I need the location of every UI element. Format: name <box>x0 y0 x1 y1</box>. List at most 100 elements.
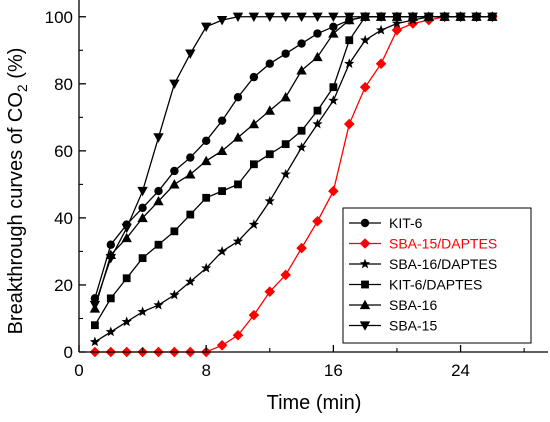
triangle-down-marker <box>359 321 371 331</box>
circle-marker <box>265 59 274 68</box>
triangle-down-marker <box>439 12 450 22</box>
star-marker <box>248 219 260 229</box>
triangle-down-marker <box>232 12 244 22</box>
x-tick-label: 24 <box>451 361 470 380</box>
legend-box <box>342 207 532 344</box>
star-marker <box>391 18 403 28</box>
triangle-down-marker <box>407 12 419 22</box>
y-axis-title-main: Breakthrough curves of CO <box>5 92 27 334</box>
star-marker <box>89 336 101 347</box>
triangle-down-marker <box>312 12 323 22</box>
circle-marker <box>138 203 147 213</box>
square-marker <box>90 321 99 330</box>
square-marker <box>218 187 226 195</box>
square-marker <box>249 160 258 169</box>
square-marker <box>138 254 147 263</box>
diamond-marker <box>359 238 371 249</box>
triangle-down-marker <box>89 300 101 311</box>
square-marker <box>361 280 369 289</box>
x-tick-label: 16 <box>324 361 343 380</box>
circle-marker <box>217 116 227 125</box>
triangle-down-marker <box>344 12 355 22</box>
triangle-up-marker <box>121 232 132 243</box>
y-tick-label: 40 <box>54 209 73 228</box>
diamond-marker <box>248 309 260 321</box>
circle-marker <box>186 153 195 162</box>
legend-entry: SBA-15/DAPTES <box>349 236 497 252</box>
diamond-marker <box>232 329 244 341</box>
circle-marker <box>360 218 370 228</box>
diamond-marker <box>375 58 387 69</box>
legend-label: KIT-6/DAPTES <box>389 277 482 293</box>
triangle-up-marker <box>296 65 307 75</box>
triangle-down-marker <box>200 22 212 33</box>
triangle-down-marker <box>280 12 291 22</box>
triangle-up-marker <box>359 299 371 310</box>
star-marker <box>169 289 180 300</box>
triangle-down-marker <box>359 12 371 22</box>
square-marker <box>106 294 115 303</box>
triangle-up-marker <box>328 28 339 38</box>
diamond-marker <box>391 24 403 36</box>
diamond-marker <box>280 269 291 281</box>
square-marker <box>313 106 322 115</box>
diamond-marker <box>359 81 371 93</box>
triangle-up-marker <box>248 118 260 129</box>
square-marker <box>170 227 179 236</box>
legend-entry: SBA-16/DAPTES <box>349 256 497 272</box>
diamond-marker <box>264 286 276 297</box>
star-marker <box>153 299 164 310</box>
y-tick-label: 80 <box>54 75 73 94</box>
triangle-up-marker <box>185 169 196 179</box>
triangle-down-marker <box>296 12 307 22</box>
circle-marker <box>154 186 163 196</box>
square-marker <box>281 140 290 149</box>
triangle-up-marker <box>232 132 244 142</box>
triangle-down-marker <box>153 133 164 143</box>
triangle-down-marker <box>264 12 275 22</box>
diamond-marker <box>343 118 355 130</box>
axes: 0 8 16 24 0 20 40 60 80 100 <box>45 0 548 380</box>
legend-label: KIT-6 <box>389 215 423 231</box>
square-marker <box>186 210 195 219</box>
circle-marker <box>106 240 115 249</box>
triangle-up-marker <box>200 155 212 166</box>
triangle-down-marker <box>391 12 403 22</box>
triangle-down-marker <box>216 15 228 26</box>
y-tick-label: 60 <box>54 142 73 161</box>
star-marker <box>312 118 323 129</box>
square-marker <box>297 126 306 135</box>
diamond-marker <box>328 185 339 197</box>
triangle-down-marker <box>248 12 260 22</box>
star-marker <box>344 58 355 69</box>
star-marker <box>137 306 148 317</box>
star-marker <box>264 195 275 206</box>
triangle-down-marker <box>375 12 387 22</box>
square-marker <box>202 193 211 202</box>
square-marker <box>234 180 242 189</box>
circle-marker <box>329 22 338 32</box>
legend-entry: KIT-6 <box>349 215 423 231</box>
diamond-marker <box>216 339 228 351</box>
triangle-down-marker <box>105 253 116 264</box>
legend: KIT-6 SBA-15/DAPTES SBA-16/DAPTES KIT-6/DAP… <box>342 207 532 344</box>
triangle-down-marker <box>455 12 466 22</box>
triangle-up-marker <box>264 105 275 115</box>
triangle-down-marker <box>185 49 196 59</box>
triangle-down-marker <box>169 79 180 90</box>
y-axis-title-suffix: (%) <box>5 48 27 85</box>
triangle-down-marker <box>487 12 498 22</box>
circle-marker <box>170 166 179 176</box>
square-marker <box>122 274 131 283</box>
y-tick-label: 100 <box>45 8 73 27</box>
triangle-down-marker <box>423 12 434 22</box>
star-marker <box>360 34 371 45</box>
star-marker <box>280 168 291 179</box>
y-tick-label: 20 <box>54 276 73 295</box>
diamond-marker <box>407 18 419 29</box>
star-marker <box>105 326 116 337</box>
star-marker <box>121 316 132 327</box>
triangle-up-marker <box>137 212 148 223</box>
circle-marker <box>297 39 306 48</box>
